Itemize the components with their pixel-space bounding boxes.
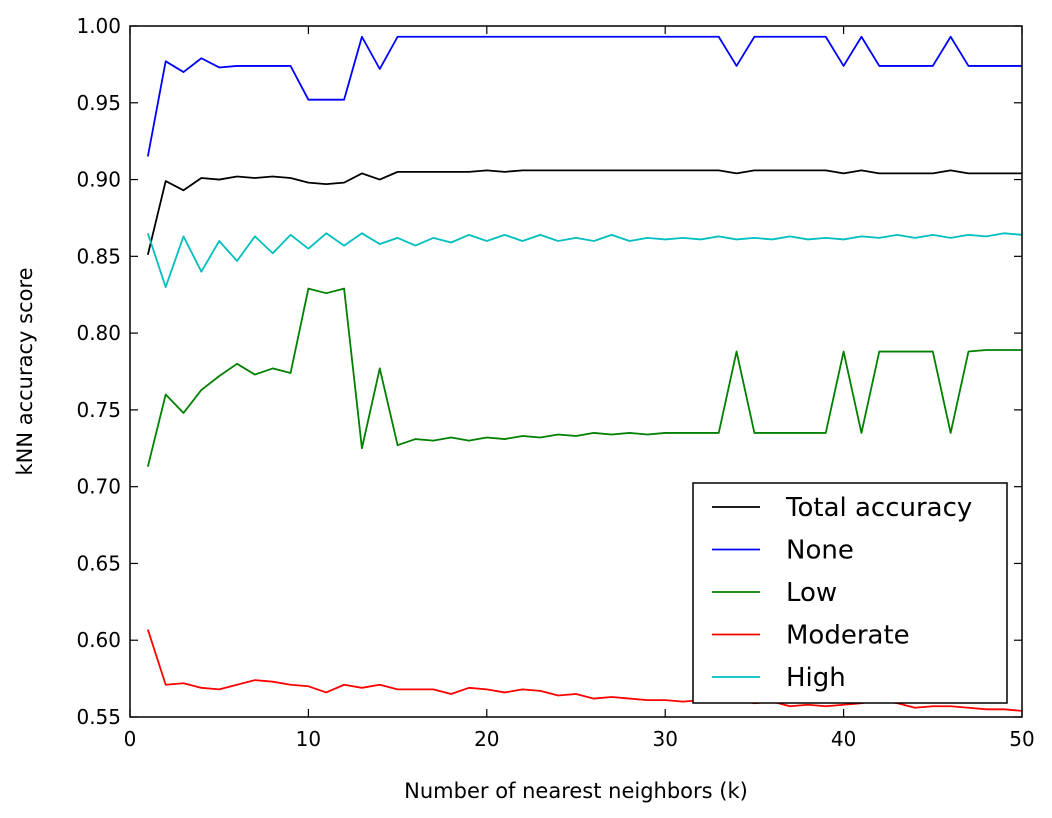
legend: Total accuracy None Low Moderate High	[692, 482, 1008, 704]
x-tick-label: 30	[652, 727, 677, 751]
y-axis-label: kNN accuracy score	[13, 267, 37, 475]
x-axis-label: Number of nearest neighbors (k)	[404, 779, 748, 803]
y-tick-label: 1.00	[76, 14, 121, 38]
y-tick-label: 0.85	[76, 244, 121, 268]
series-line-total-accuracy	[146, 169, 1022, 256]
y-tick-label: 0.95	[76, 91, 121, 115]
legend-label: Total accuracy	[785, 493, 972, 523]
x-tick-label: 40	[831, 727, 856, 751]
legend-item-low: Low	[712, 578, 837, 608]
legend-item-total-accuracy: Total accuracy	[712, 493, 972, 523]
series-line-none	[146, 35, 1022, 157]
y-tick-label: 0.60	[76, 628, 121, 652]
y-tick-label: 0.70	[76, 475, 121, 499]
y-tick-label: 0.80	[76, 321, 121, 345]
legend-label: High	[786, 663, 846, 693]
plot-frame	[129, 25, 1023, 718]
legend-label: Low	[786, 578, 837, 608]
x-tick-label: 10	[296, 727, 321, 751]
x-tick-label: 0	[124, 727, 137, 751]
legend-label: Moderate	[786, 621, 910, 651]
ticks-layer: 0 10 20 30 40 50 0.55 0.60 0.65 0.70 0.75 0.80 0.85 0…	[76, 14, 1034, 751]
series-line-low	[146, 287, 1022, 467]
legend-box	[692, 482, 1008, 704]
legend-items: Total accuracy None Low Moderate High	[712, 493, 972, 693]
y-tick-label: 0.75	[76, 398, 121, 422]
legend-item-moderate: Moderate	[712, 621, 910, 651]
legend-item-high: High	[712, 663, 846, 693]
legend-label: None	[786, 536, 854, 566]
y-tick-label: 0.65	[76, 551, 121, 575]
x-tick-label: 50	[1009, 727, 1034, 751]
legend-item-none: None	[712, 536, 854, 566]
x-tick-label: 20	[474, 727, 499, 751]
y-tick-label: 0.90	[76, 168, 121, 192]
y-tick-label: 0.55	[76, 705, 121, 729]
series-line-high	[146, 232, 1022, 288]
